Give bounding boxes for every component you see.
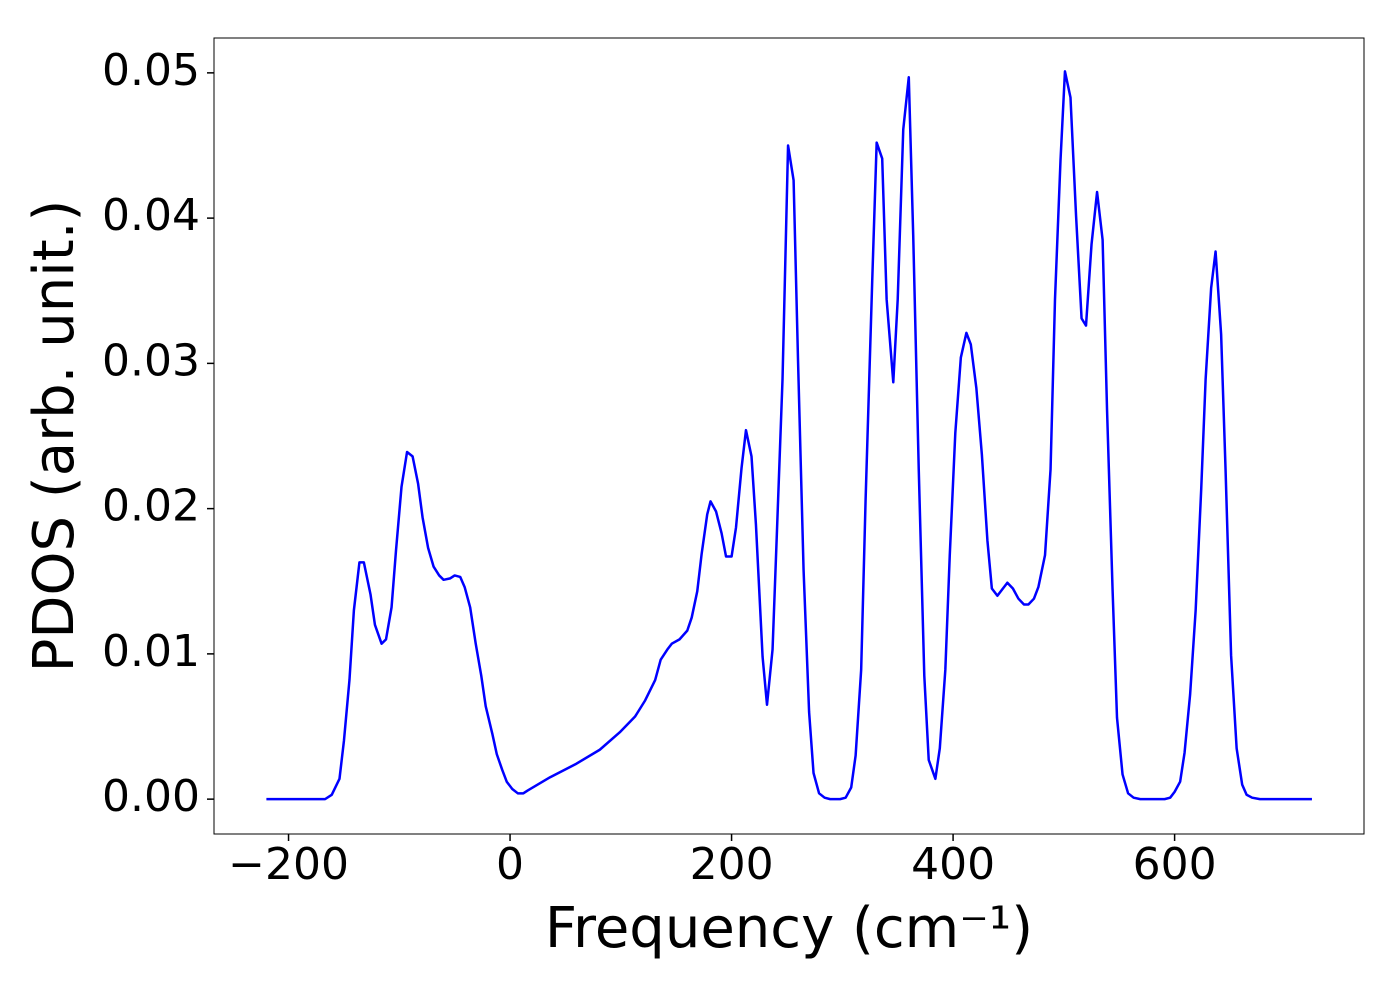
x-tick-label: −200 (228, 839, 349, 890)
y-tick-label: 0.05 (102, 45, 200, 96)
y-tick-label: 0.02 (102, 481, 200, 532)
plot-frame (213, 37, 1365, 835)
x-tick-label: 600 (1133, 839, 1217, 890)
y-axis-label: PDOS (arb. unit.) (22, 200, 87, 673)
x-axis-label: Frequency (cm⁻¹) (545, 896, 1033, 961)
x-tick-label: 400 (911, 839, 995, 890)
y-tick-label: 0.01 (102, 626, 200, 677)
y-tick-label: 0.00 (102, 771, 200, 822)
x-tick-label: 200 (690, 839, 774, 890)
x-tick-label: 0 (496, 839, 524, 890)
y-tick-label: 0.04 (102, 190, 200, 241)
y-tick-label: 0.03 (102, 335, 200, 386)
pdos-line (266, 70, 1312, 801)
